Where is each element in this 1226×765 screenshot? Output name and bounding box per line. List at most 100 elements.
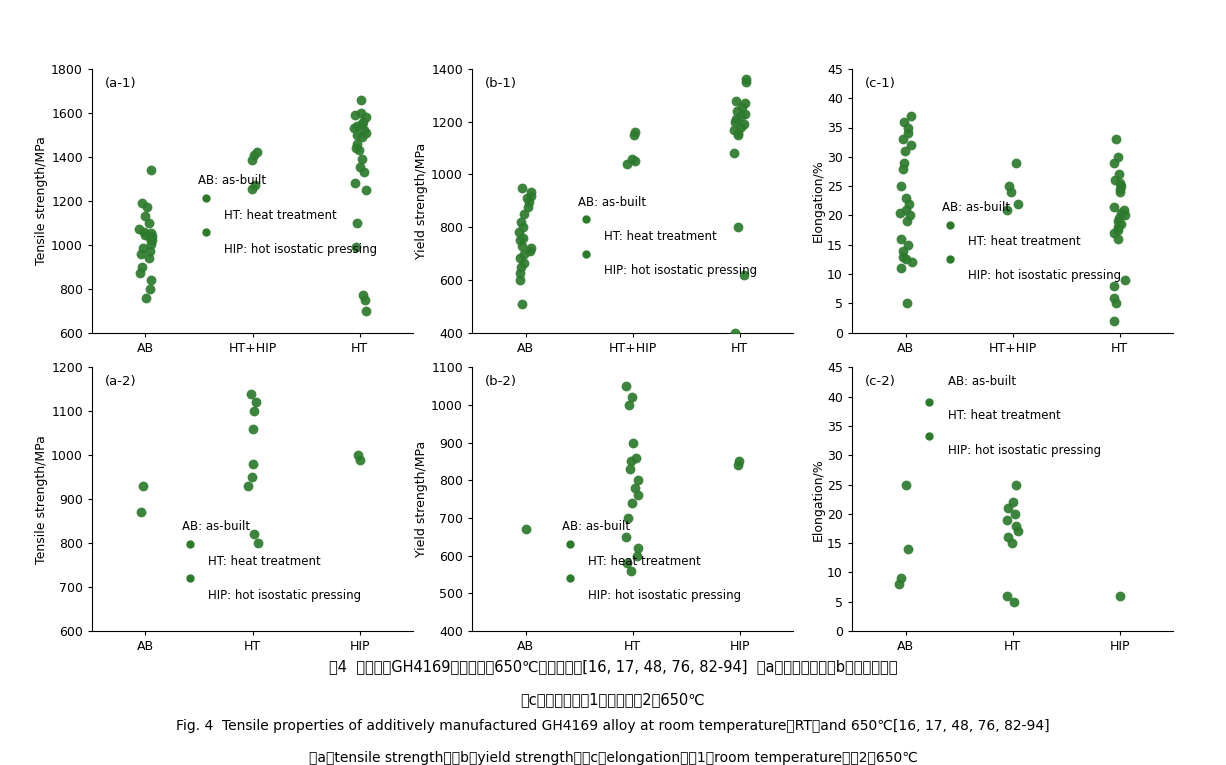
Point: [1000, 186, 1020, 198]
Point: [896, 478, 916, 490]
Point: [901, 139, 921, 151]
Text: (c-2): (c-2): [864, 375, 896, 388]
Point: [1106, 298, 1125, 310]
Text: HT: heat treatment: HT: heat treatment: [603, 230, 716, 243]
Point: [348, 449, 368, 461]
Point: [725, 116, 744, 128]
Point: [510, 234, 530, 246]
Point: [899, 197, 918, 210]
Point: [1110, 168, 1129, 181]
Point: [1110, 590, 1129, 602]
Text: HT: heat treatment: HT: heat treatment: [587, 555, 700, 568]
Text: (a-2): (a-2): [104, 375, 136, 388]
Point: [728, 459, 748, 471]
Point: [1007, 519, 1026, 532]
Point: [895, 145, 915, 157]
Point: [890, 207, 910, 219]
Point: [997, 590, 1016, 602]
Point: [514, 232, 533, 244]
Point: [347, 138, 367, 150]
Point: [622, 152, 641, 164]
Point: [998, 502, 1018, 514]
Point: [1103, 227, 1123, 239]
Point: [354, 166, 374, 178]
Y-axis label: Elongation/%: Elongation/%: [812, 159, 824, 243]
Text: HIP: hot isostatic pressing: HIP: hot isostatic pressing: [587, 589, 741, 602]
Text: AB: as-built: AB: as-built: [197, 174, 266, 187]
Point: [140, 252, 159, 264]
Point: [512, 239, 532, 252]
Point: [624, 129, 644, 141]
Point: [1108, 215, 1128, 227]
Point: [510, 274, 530, 286]
Point: [238, 480, 257, 492]
Point: [520, 245, 539, 257]
Point: [619, 399, 639, 411]
Text: HIP: hot isostatic pressing: HIP: hot isostatic pressing: [603, 264, 756, 277]
Text: HT: heat treatment: HT: heat treatment: [967, 235, 1080, 248]
Point: [354, 125, 374, 137]
Point: [727, 105, 747, 117]
Y-axis label: Yield strength/MPa: Yield strength/MPa: [416, 143, 428, 259]
Point: [514, 257, 533, 269]
Point: [728, 129, 748, 142]
Point: [348, 144, 368, 156]
Point: [618, 512, 638, 524]
Text: (b-1): (b-1): [484, 76, 517, 90]
Point: [894, 133, 913, 145]
Point: [349, 454, 369, 466]
Point: [902, 256, 922, 269]
Point: [141, 232, 161, 244]
Point: [132, 261, 152, 273]
Point: [999, 180, 1019, 192]
Text: AB: as-built: AB: as-built: [949, 375, 1016, 388]
Point: [514, 208, 533, 220]
Point: [1110, 183, 1129, 195]
Point: [244, 405, 264, 418]
Point: [134, 480, 153, 492]
Point: [141, 164, 161, 176]
Point: [626, 451, 646, 464]
Text: AB: as-built: AB: as-built: [562, 520, 630, 533]
Point: [353, 116, 373, 128]
Text: HT: heat treatment: HT: heat treatment: [223, 209, 336, 222]
Point: [628, 542, 647, 555]
Point: [136, 291, 156, 304]
Point: [243, 422, 262, 435]
Point: [242, 154, 261, 166]
Point: [512, 181, 532, 194]
Y-axis label: Elongation/%: Elongation/%: [812, 457, 824, 541]
Point: [891, 262, 911, 275]
Point: [354, 294, 374, 306]
Point: [1110, 177, 1129, 190]
Text: （c）伸长率；（1）室温；（2）650℃: （c）伸长率；（1）室温；（2）650℃: [521, 692, 705, 708]
Text: HT: heat treatment: HT: heat treatment: [207, 555, 320, 568]
Point: [899, 127, 918, 139]
Point: [734, 97, 754, 109]
Point: [623, 437, 642, 449]
Point: [244, 148, 264, 161]
Point: [726, 113, 745, 125]
Text: (b-2): (b-2): [484, 375, 517, 388]
Point: [890, 578, 910, 591]
Point: [512, 298, 532, 310]
Point: [130, 267, 150, 279]
Point: [1105, 291, 1124, 304]
Point: [246, 396, 266, 409]
Point: [353, 289, 373, 301]
Point: [240, 387, 260, 399]
Y-axis label: Tensile strength/MPa: Tensile strength/MPa: [36, 435, 48, 564]
Point: [352, 153, 371, 165]
Point: [732, 110, 752, 122]
Point: [352, 118, 371, 130]
Point: [135, 210, 154, 223]
Point: [345, 109, 364, 121]
Point: [244, 528, 264, 540]
Point: [248, 146, 267, 158]
Point: [131, 506, 151, 519]
Point: [343, 122, 363, 135]
Point: [1103, 157, 1123, 169]
Point: [899, 543, 918, 555]
Point: [356, 126, 375, 138]
Text: HIP: hot isostatic pressing: HIP: hot isostatic pressing: [967, 269, 1121, 282]
